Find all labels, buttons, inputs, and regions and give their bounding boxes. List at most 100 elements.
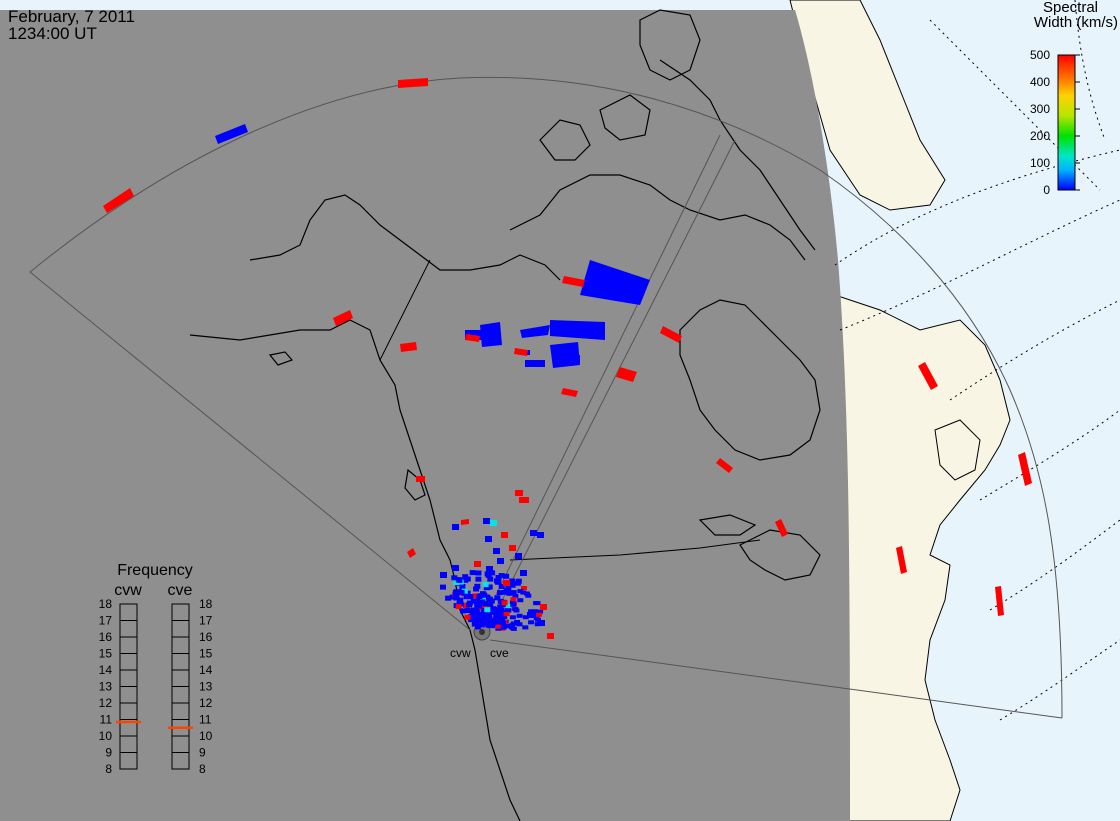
echo-cell	[456, 577, 463, 583]
echo-cell	[495, 620, 502, 625]
alaska-coast	[189, 319, 521, 821]
echo-cell	[527, 612, 534, 618]
echo-cell	[509, 623, 516, 628]
legend-title-line2: Width (km/s)	[1034, 14, 1118, 31]
frequency-scales: 18 18 17 17 16 16 15 15 14 14 13 13 12 12 11 11 10 10 9 9 8 8	[99, 597, 213, 776]
frequency-title: Frequency	[117, 562, 193, 579]
echo-cell	[475, 576, 482, 582]
echo-cell	[501, 600, 508, 606]
echo-cell	[416, 476, 425, 482]
echo-cell	[452, 565, 459, 571]
echo-cell	[561, 388, 578, 397]
fov-left-edge	[29, 271, 471, 631]
frequency-tick-cvw: 12	[99, 696, 113, 710]
echo-cell	[489, 621, 496, 626]
echo-cell	[499, 615, 506, 620]
echo-cell	[453, 580, 460, 586]
fov-beam-b	[484, 139, 736, 635]
echo-cell	[398, 78, 428, 88]
echo-cell	[490, 520, 497, 526]
echo-cell	[407, 548, 416, 558]
ellesmere-coast	[639, 9, 701, 81]
frequency-tick-cvw: 17	[99, 614, 113, 628]
echo-cell	[995, 586, 1004, 616]
frequency-tick-cve: 12	[199, 696, 213, 710]
echo-cell	[521, 586, 527, 590]
echo-cell	[481, 618, 488, 624]
echo-cell	[400, 342, 417, 352]
echo-cell	[461, 519, 469, 525]
echo-cell	[522, 615, 529, 620]
echo-cell	[560, 355, 580, 363]
echo-cell	[537, 532, 544, 538]
frequency-label-cve: cve	[168, 582, 193, 599]
echo-cell	[495, 624, 502, 629]
spectral-width-legend: Spectral Width (km/s) 500 400 300 200 100 0	[1030, 0, 1118, 197]
echo-cell	[528, 620, 535, 625]
legend-colorbar	[1057, 54, 1076, 191]
fov-right-edge	[489, 639, 1063, 719]
echo-cell	[896, 546, 907, 574]
echo-cell	[523, 591, 530, 596]
echo-cell	[474, 583, 481, 589]
frequency-label-cvw: cvw	[114, 582, 142, 599]
echo-cell	[489, 609, 496, 615]
nightside-shading	[0, 10, 850, 821]
lake-superior	[698, 514, 757, 536]
echo-cell	[504, 624, 510, 629]
echo-cell	[536, 612, 543, 617]
echo-cell	[530, 530, 537, 536]
dayside-land-greenland	[789, 0, 946, 211]
frequency-tick-cve: 15	[199, 647, 213, 661]
radar-fov	[29, 76, 1063, 719]
legend-tick-label: 500	[1030, 48, 1050, 62]
echo-cell	[505, 608, 511, 613]
echo-cell	[470, 598, 477, 604]
echo-cell	[458, 590, 465, 595]
legend-tick-label: 100	[1030, 156, 1050, 170]
echo-cell	[519, 497, 529, 503]
echo-cell	[510, 597, 517, 602]
frequency-tick-cve: 14	[199, 663, 213, 677]
echo-cell	[483, 518, 490, 524]
echo-cell	[660, 326, 682, 343]
echo-cell	[485, 622, 492, 628]
echo-cell	[486, 603, 493, 609]
echo-cell	[517, 598, 524, 603]
echo-cell	[499, 610, 506, 616]
echo-cell	[520, 325, 550, 338]
echo-cell	[470, 609, 476, 615]
legend-tick-label: 300	[1030, 102, 1050, 116]
echo-cell	[512, 607, 519, 612]
echo-cell	[461, 588, 468, 594]
echo-cell	[215, 124, 248, 144]
echo-cell	[547, 633, 554, 639]
frequency-tick-cve: 11	[199, 713, 212, 727]
echo-cell	[459, 584, 466, 589]
echo-cell	[475, 570, 482, 576]
echo-cell	[616, 367, 637, 382]
echo-cell	[485, 536, 492, 542]
echo-cell	[484, 607, 491, 613]
echo-cell	[474, 614, 481, 620]
header-time: 1234:00 UT	[8, 24, 97, 43]
echo-cell	[550, 320, 605, 340]
frequency-tick-cvw: 10	[99, 729, 113, 743]
legend-tick-label: 400	[1030, 75, 1050, 89]
radar-echoes	[103, 78, 1032, 639]
echo-cell	[510, 602, 517, 607]
pacific-islands	[268, 351, 294, 366]
echo-cell	[471, 621, 478, 627]
echo-cell	[479, 603, 486, 609]
echo-cell	[533, 601, 540, 606]
echo-cell	[528, 609, 535, 614]
echo-cell	[495, 579, 502, 585]
echo-cell	[473, 586, 480, 592]
frequency-tick-cve: 13	[199, 680, 213, 694]
echo-cell	[486, 596, 493, 602]
legend-tick-label: 200	[1030, 129, 1050, 143]
echo-cell	[472, 593, 479, 599]
echo-cell	[514, 348, 528, 356]
echo-cell	[460, 608, 467, 614]
